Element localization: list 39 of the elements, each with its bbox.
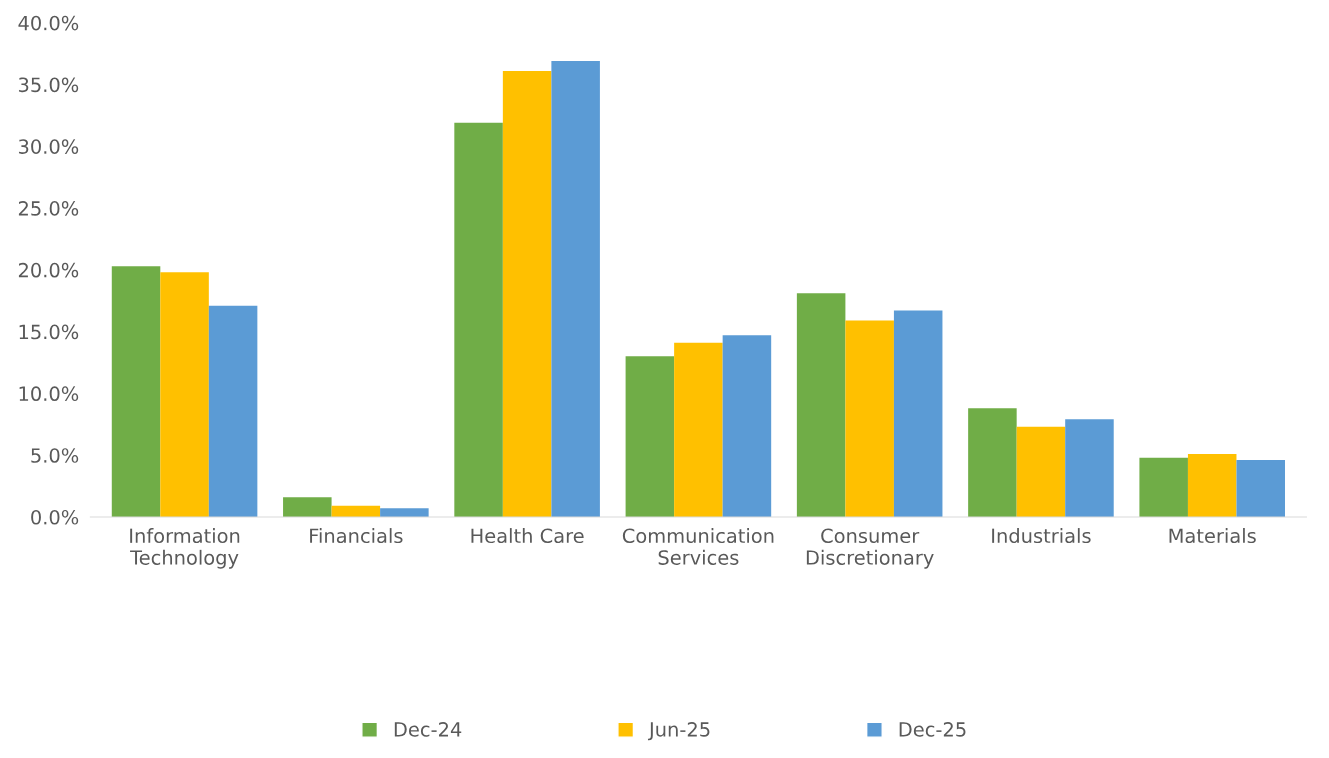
y-tick-label: 15.0%	[19, 324, 79, 340]
x-tick-label: Industrials	[992, 528, 1091, 544]
bar	[893, 310, 943, 517]
y-tick-label: 0.0%	[31, 509, 79, 525]
bar	[722, 335, 772, 517]
x-tick-label: Financials	[310, 528, 403, 544]
bar	[1065, 419, 1114, 517]
bar	[1236, 460, 1285, 517]
x-tick-label: Consumer Discretionary	[806, 528, 934, 569]
x-tick-label: Communication Services	[622, 528, 774, 565]
bar	[674, 342, 723, 517]
bar	[968, 408, 1017, 517]
bar	[502, 70, 552, 517]
y-tick-label: 5.0%	[31, 448, 79, 463]
bar	[845, 320, 894, 517]
y-tick-label: 35.0%	[18, 77, 79, 93]
legend-label: Dec-25	[899, 722, 966, 737]
y-tick-label: 40.0%	[18, 15, 79, 31]
bar	[283, 497, 332, 517]
y-tick-label: 20.0%	[18, 262, 79, 278]
bar	[1139, 457, 1188, 517]
bar	[160, 272, 209, 517]
bar	[551, 61, 600, 517]
x-tick-label: Health Care	[471, 528, 584, 544]
x-tick-label: Materials	[1169, 528, 1256, 544]
y-tick-label: 10.0%	[19, 386, 79, 402]
y-tick-label: 25.0%	[18, 201, 79, 216]
legend-label: Dec-24	[394, 722, 462, 737]
bar	[796, 293, 846, 517]
bar	[380, 508, 429, 517]
bar	[454, 122, 503, 517]
bar	[625, 356, 675, 517]
bar	[208, 305, 258, 517]
bar	[111, 266, 161, 517]
legend-label: Jun-25	[647, 722, 710, 741]
bar	[1016, 426, 1066, 517]
x-tick-label: Information Technology	[130, 528, 240, 569]
y-tick-label: 30.0%	[18, 139, 79, 154]
bar	[1187, 453, 1237, 517]
